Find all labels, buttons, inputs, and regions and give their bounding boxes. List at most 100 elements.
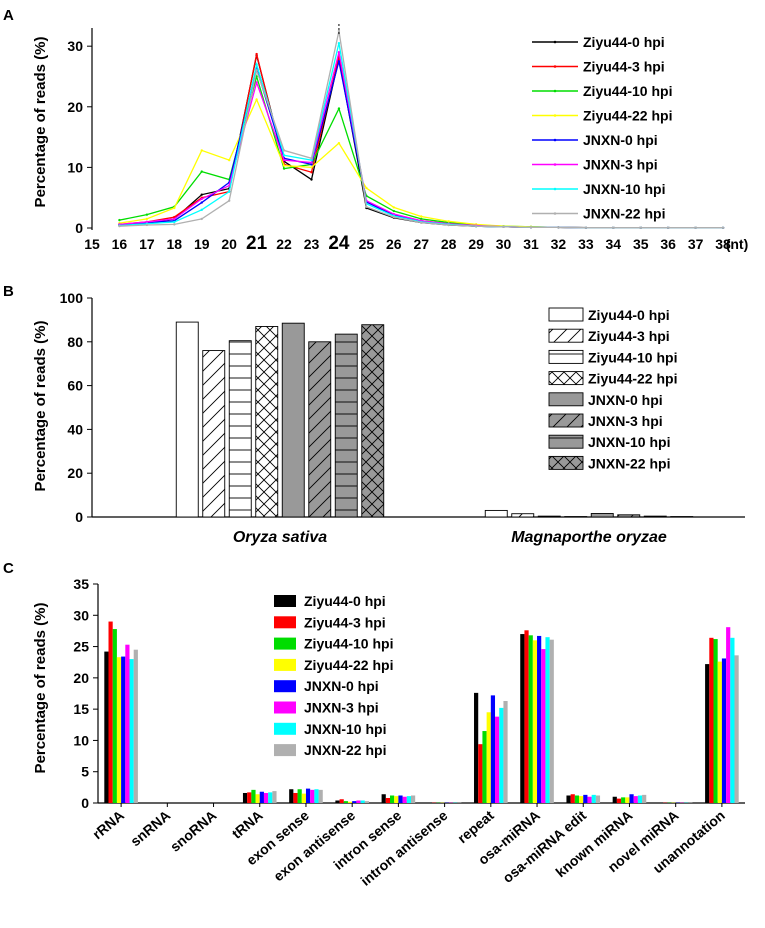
panel-b-bar [202,350,226,518]
panel-c-bar [406,796,411,803]
panel-a-data-point [310,171,313,174]
panel-c-bar [587,796,592,803]
panel-b-bar [308,341,332,518]
panel-b-legend-swatch [548,307,584,322]
panel-a-x-tick-label: 34 [606,236,622,252]
panel-c-category-label: osa-miRNA edit [499,807,589,886]
panel-b-legend-label: JNXN-22 hpi [588,455,670,471]
panel-a-data-point [337,41,341,45]
panel-c-bar [621,797,626,803]
panel-c-bar [524,630,529,803]
panel-a-legend: Ziyu44-0 hpi Ziyu44-3 hpi Ziyu44-10 hpi Ziy… [532,34,672,222]
panel-c-bar [520,634,525,803]
panel-c-legend-swatch [274,595,296,607]
panel-a-data-point [282,158,286,162]
panel-a-data-point [173,220,176,224]
panel-c-legend-label: Ziyu44-3 hpi [304,614,386,630]
panel-a-legend-marker [553,65,557,68]
panel-a-data-point [310,178,313,181]
panel-a-x-tick-label: 25 [359,236,375,252]
panel-a-x-tick-label: 37 [688,236,704,252]
panel-a-y-tick-label: 0 [75,220,83,236]
panel-a-x-tick-label: 26 [386,236,402,252]
panel-a-data-point [200,170,203,173]
panel-c-category-label: snoRNA [167,807,220,855]
panel-a-data-point [337,141,341,145]
panel-c-bar [499,707,504,803]
panel-c-bar [289,789,294,803]
panel-b-legend-swatch [548,392,584,407]
panel-a-legend-label: JNXN-0 hpi [583,132,658,148]
panel-c-bar [389,795,395,803]
panel-b-bar [334,333,358,518]
panel-a-data-point [200,217,203,221]
panel-b-y-tick-label: 0 [75,509,83,525]
panel-a-data-point [255,52,258,56]
panel-b-legend-label: Ziyu44-22 hpi [588,371,677,387]
panel-c-bar [566,795,571,803]
panel-b-ylabel: Percentage of reads (%) [32,321,49,492]
panel-c-bar [104,651,109,803]
panel-b-bar [175,321,199,518]
panel-c-bar [570,794,575,803]
panel-c-bar [625,797,630,803]
panel-a-legend-label: Ziyu44-0 hpi [583,34,665,50]
panel-a-ylabel: Percentage of reads (%) [32,37,49,208]
panel-a-data-point [173,206,176,210]
panel-a-x-tick-label: 29 [468,236,484,252]
panel-a-data-point [584,226,588,229]
panel-a-data-point [282,149,286,152]
panel-a-data-point [447,223,450,227]
panel-b-legend: Ziyu44-0 hpi Ziyu44-3 hpi Ziyu44-10 hpi Ziy… [548,307,677,471]
panel-a-x-tick-label: 30 [496,236,512,252]
panel-b-y-tick-label: 20 [67,465,83,481]
panel-c-bar [637,795,643,803]
panel-a-data-point [310,161,313,164]
panel-b-legend-swatch [548,434,584,449]
panel-a-data-point [200,201,203,204]
panel-b-legend-swatch [548,349,584,364]
panel-c-bar [734,655,739,803]
panel-a-data-point [557,226,560,229]
panel-c-category-label: tRNA [229,807,266,842]
panel-c-bar [595,795,601,803]
panel-c-bar [474,692,479,803]
panel-c-bar [532,640,538,803]
panel-c-bar [108,621,113,803]
panel-a-x-tick-label: 31 [523,236,539,252]
panel-a-data-point [310,158,313,162]
panel-c-bar [541,649,546,803]
panel-c-bar [482,731,487,803]
panel-c-legend-swatch [274,637,296,650]
panel-c-bar [549,639,554,803]
panel-c-bar [314,789,319,803]
panel-b-legend-label: Ziyu44-10 hpi [588,349,677,365]
panel-b-bar [537,515,561,518]
panel-a-data-point [282,154,286,157]
panel-c-bar [293,792,298,803]
panel-a-legend-marker [553,187,557,191]
panel-a-legend-label: Ziyu44-3 hpi [583,59,665,75]
panel-c-legend-swatch [274,658,296,671]
panel-a-x-tick-label: 27 [413,236,429,252]
panel-c-bar [503,701,508,803]
panel-c-bar [537,635,542,803]
panel-b-bar [361,324,385,518]
panel-c-bar [402,796,407,803]
panel-c-bar [247,792,252,803]
panel-a-x-tick-label: 28 [441,236,457,252]
panel-c-y-tick-label: 5 [81,764,89,780]
panel-b-bar [228,340,252,518]
panel-b-bar [511,513,535,518]
panel-a-y-tick-label: 10 [67,159,83,175]
panel-c-bar [251,789,256,803]
panel-c-legend-swatch [274,722,296,735]
panel-a-data-point [365,186,368,190]
panel-a-y-tick-label: 20 [67,99,83,115]
panel-b-legend-label: JNXN-10 hpi [588,434,670,450]
panel-a-data-point [200,193,203,196]
panel-a-x-tick-label: 33 [578,236,594,252]
panel-a-data-point [694,226,697,229]
